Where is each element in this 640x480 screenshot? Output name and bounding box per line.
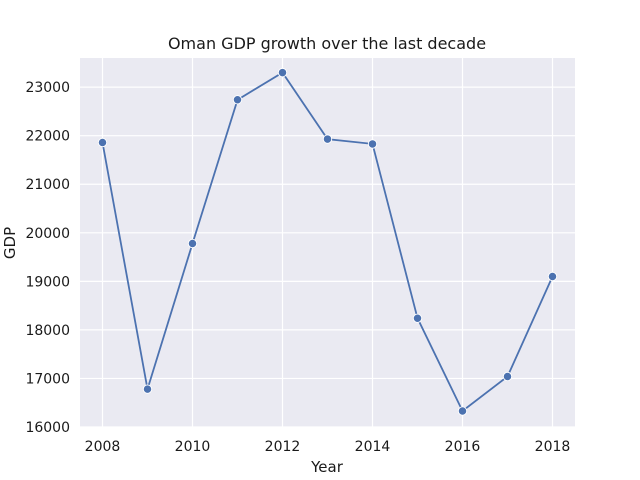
data-point-2017 (502, 371, 513, 382)
y-tick-label: 16000 (25, 420, 70, 436)
data-point-2014 (367, 139, 378, 149)
y-tick-labels: 16000 17000 18000 19000 20000 21000 22000 23000 (25, 80, 70, 436)
data-point-2010 (187, 238, 198, 249)
y-tick-label: 19000 (25, 274, 70, 290)
data-point-2011 (232, 95, 243, 105)
data-point-2009 (142, 384, 153, 394)
y-tick-label: 17000 (25, 371, 70, 387)
x-tick-labels: 2008 2010 2012 2014 2016 2018 (85, 439, 571, 455)
x-tick-label: 2012 (265, 439, 301, 455)
y-axis-label: GDP (1, 227, 19, 259)
data-points (97, 67, 558, 416)
x-tick-label: 2018 (535, 439, 571, 455)
data-point-2018 (547, 271, 558, 282)
x-tick-label: 2010 (175, 439, 211, 455)
x-gridlines (101, 58, 554, 427)
y-tick-label: 22000 (25, 129, 70, 145)
x-axis-label: Year (310, 458, 344, 476)
y-gridlines (80, 86, 575, 428)
data-point-2012 (277, 67, 288, 78)
data-point-2016 (457, 406, 468, 416)
y-tick-label: 20000 (25, 226, 70, 242)
data-point-2013 (322, 134, 333, 144)
y-tick-label: 21000 (25, 177, 70, 193)
data-point-2015 (412, 313, 423, 323)
y-tick-label: 23000 (25, 80, 70, 96)
x-tick-label: 2008 (85, 439, 121, 455)
x-tick-label: 2016 (445, 439, 481, 455)
data-point-2008 (97, 137, 108, 148)
plot-area (80, 58, 575, 427)
y-tick-label: 18000 (25, 323, 70, 339)
chart-title: Oman GDP growth over the last decade (168, 34, 486, 53)
x-tick-label: 2014 (355, 439, 391, 455)
